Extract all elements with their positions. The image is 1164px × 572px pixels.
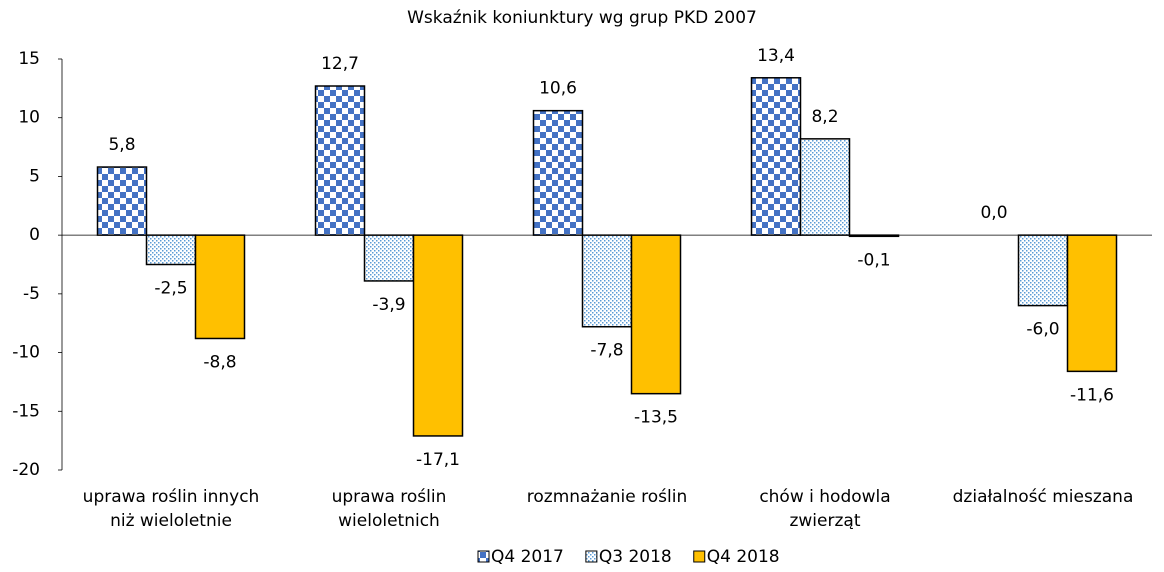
bar xyxy=(145,234,197,266)
data-label: 13,4 xyxy=(757,46,795,66)
legend-label: Q4 2017 xyxy=(491,547,564,567)
y-tick-label: 15 xyxy=(18,49,40,69)
bar xyxy=(581,234,633,328)
bar xyxy=(532,109,584,236)
data-label: -8,8 xyxy=(203,352,236,372)
x-tick-label: chów i hodowla zwierząt xyxy=(759,487,891,531)
y-tick-label: -15 xyxy=(12,401,40,421)
x-tick-label: działalność mieszana xyxy=(952,487,1134,507)
legend-label: Q3 2018 xyxy=(599,547,672,567)
bar xyxy=(412,234,464,437)
bar xyxy=(96,166,148,236)
bar xyxy=(750,77,802,236)
data-label: -13,5 xyxy=(634,408,678,428)
data-label: -3,9 xyxy=(372,295,405,315)
bar xyxy=(1066,234,1118,373)
legend-label: Q4 2018 xyxy=(707,547,780,567)
data-label: -7,8 xyxy=(590,341,623,361)
x-tick-label: uprawa roślin innych niż wieloletnie xyxy=(82,487,260,531)
bar xyxy=(194,234,246,340)
data-label: 12,7 xyxy=(321,54,359,74)
legend-swatch xyxy=(585,550,598,563)
legend-swatch xyxy=(477,550,490,563)
legend-swatch xyxy=(693,550,706,563)
x-tick-label: uprawa roślin wieloletnich xyxy=(331,487,447,531)
chart-title: Wskaźnik koniunktury wg grup PKD 2007 xyxy=(407,8,757,28)
data-label: -17,1 xyxy=(416,450,460,470)
y-tick-label: 0 xyxy=(29,225,40,245)
bar xyxy=(1017,234,1069,307)
data-label: 0,0 xyxy=(980,203,1007,223)
bar xyxy=(630,234,682,395)
bar xyxy=(363,234,415,282)
bar xyxy=(799,138,851,236)
data-label: -2,5 xyxy=(154,279,187,299)
data-label: -6,0 xyxy=(1026,320,1059,340)
data-label: 8,2 xyxy=(811,107,838,127)
y-tick-label: -10 xyxy=(12,343,40,363)
y-tick-label: 5 xyxy=(29,166,40,186)
data-label: 10,6 xyxy=(539,79,577,99)
y-tick-label: 10 xyxy=(18,108,40,128)
y-tick-label: -5 xyxy=(23,284,40,304)
data-label: 5,8 xyxy=(108,135,135,155)
data-label: -11,6 xyxy=(1070,385,1114,405)
x-tick-label: rozmnażanie roślin xyxy=(526,487,688,507)
data-label: -0,1 xyxy=(857,250,890,270)
bar xyxy=(314,85,366,236)
y-tick-label: -20 xyxy=(12,460,40,480)
